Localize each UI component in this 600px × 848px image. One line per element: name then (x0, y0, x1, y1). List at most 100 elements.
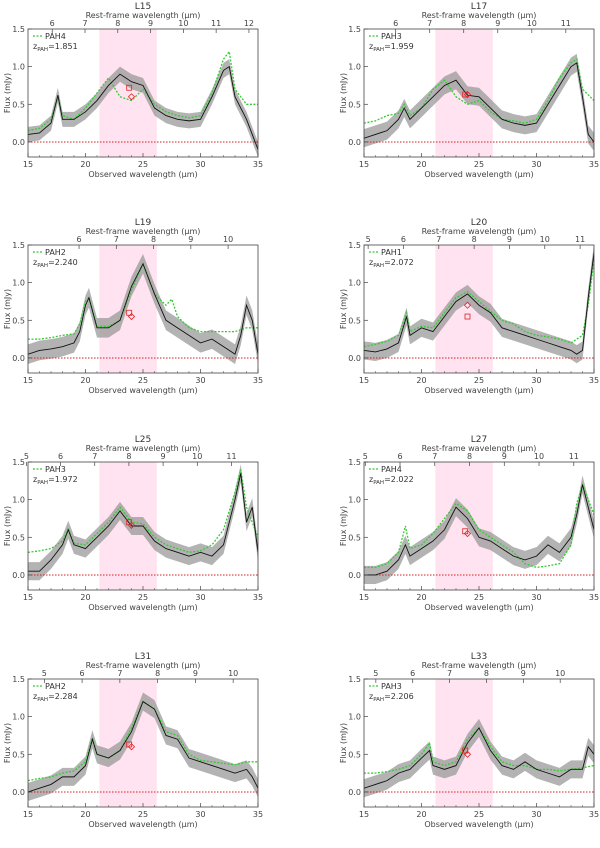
y-tick-label: 0.0 (348, 138, 361, 147)
legend-z-value: =2.240 (48, 258, 78, 267)
x-tick-label: 30 (195, 810, 205, 819)
y-tick-label: 1.0 (12, 63, 25, 72)
series-template-line (28, 700, 258, 782)
x-tick-label: 30 (195, 160, 205, 169)
y-axis-label: Flux (mJy) (3, 289, 12, 329)
top-tick-label: 6 (397, 452, 402, 461)
top-tick-label: 5 (366, 235, 371, 244)
y-tick-label: 0.5 (12, 316, 25, 325)
top-axis-label: Rest-frame wavelength (μm) (86, 444, 201, 453)
top-tick-label: 9 (193, 669, 198, 678)
marker-square (126, 84, 133, 91)
y-tick-label: 0.5 (348, 533, 361, 542)
series-template-line (28, 262, 258, 340)
y-tick-label: 1.5 (348, 241, 361, 250)
legend-z-symbol: z (369, 475, 373, 484)
top-tick-label: 6 (80, 669, 85, 678)
x-tick-label: 25 (138, 593, 148, 602)
top-tick-label: 10 (534, 452, 544, 461)
error-band (364, 718, 594, 798)
top-tick-label: 9 (148, 19, 153, 28)
x-tick-label: 15 (23, 810, 33, 819)
top-tick-label: 9 (521, 669, 526, 678)
top-tick-label: 7 (92, 452, 97, 461)
y-tick-label: 1.5 (12, 25, 25, 34)
legend-template-label: PAH4 (381, 465, 402, 474)
x-tick-label: 25 (474, 160, 484, 169)
top-axis-label: Rest-frame wavelength (μm) (86, 11, 201, 20)
legend-template-label: PAH2 (45, 682, 66, 691)
legend-z-value: =2.206 (384, 692, 414, 701)
top-tick-label: 6 (401, 235, 406, 244)
top-tick-label: 8 (155, 669, 160, 678)
top-tick-label: 5 (42, 669, 47, 678)
y-tick-label: 1.5 (12, 458, 25, 467)
legend-redshift: zPAH=2.206 (369, 692, 414, 703)
y-tick-label: 0.5 (12, 750, 25, 759)
series-observed-line (28, 262, 258, 355)
y-tick-label: 1.5 (348, 675, 361, 684)
top-tick-label: 5 (363, 452, 368, 461)
series-template-line (28, 469, 258, 554)
legend-z-value: =2.284 (48, 692, 78, 701)
top-tick-label: 7 (114, 235, 119, 244)
y-tick-label: 0.0 (348, 571, 361, 580)
top-tick-label: 12 (244, 19, 254, 28)
series-template-line (364, 58, 594, 124)
x-tick-label: 35 (589, 593, 599, 602)
error-band (28, 692, 258, 801)
legend-template-label: PAH3 (381, 682, 402, 691)
x-axis-label: Observed wavelength (μm) (424, 170, 533, 179)
x-tick-label: 25 (138, 810, 148, 819)
x-tick-label: 30 (531, 160, 541, 169)
plot-area (364, 679, 594, 807)
top-tick-label: 10 (192, 452, 202, 461)
marker-square (462, 91, 469, 98)
x-tick-label: 15 (23, 160, 33, 169)
legend-z-subscript: PAH (37, 697, 48, 703)
legend-z-value: =2.072 (384, 258, 414, 267)
x-axis-label: Observed wavelength (μm) (424, 386, 533, 395)
top-tick-label: 10 (228, 669, 238, 678)
x-tick-label: 20 (80, 160, 90, 169)
top-tick-label: 6 (50, 19, 55, 28)
legend-redshift: zPAH=2.022 (369, 475, 414, 486)
top-tick-label: 9 (161, 452, 166, 461)
y-tick-label: 1.0 (348, 713, 361, 722)
x-tick-label: 20 (416, 593, 426, 602)
marker-square (464, 313, 471, 320)
panel-title: L19 (135, 218, 152, 228)
panel-title: L27 (471, 435, 487, 445)
top-tick-label: 8 (151, 235, 156, 244)
top-tick-label: 10 (540, 235, 550, 244)
top-tick-label: 6 (410, 669, 415, 678)
panel-l27: 15 20 25 30 35 0.0 0.5 1.0 1.55 6 7 8 9 10 11 L27Rest-f… (339, 435, 599, 612)
legend-z-symbol: z (33, 258, 37, 267)
x-tick-label: 20 (80, 376, 90, 385)
top-tick-label: 9 (502, 452, 507, 461)
panel-title: L25 (135, 435, 151, 445)
x-axis-label: Observed wavelength (μm) (424, 820, 533, 829)
top-tick-label: 7 (432, 452, 437, 461)
top-tick-label: 7 (447, 669, 452, 678)
x-tick-label: 30 (195, 593, 205, 602)
top-axis-label: Rest-frame wavelength (μm) (86, 227, 201, 236)
top-tick-label: 7 (82, 19, 87, 28)
top-tick-label: 10 (555, 669, 565, 678)
legend-z-value: =1.851 (48, 42, 78, 51)
x-tick-label: 25 (138, 376, 148, 385)
error-band (28, 59, 258, 157)
x-tick-label: 30 (531, 376, 541, 385)
x-tick-label: 30 (531, 593, 541, 602)
y-tick-label: 0.5 (12, 100, 25, 109)
top-axis-label: Rest-frame wavelength (μm) (422, 11, 537, 20)
panel-title: L15 (135, 2, 151, 12)
top-axis-label: Rest-frame wavelength (μm) (422, 661, 537, 670)
marker-diamond (463, 529, 472, 538)
legend-z-symbol: z (369, 42, 373, 51)
marker-diamond (127, 743, 136, 751)
x-tick-label: 35 (589, 376, 599, 385)
legend-z-subscript: PAH (373, 480, 384, 486)
y-axis-label: Flux (mJy) (339, 289, 348, 329)
legend-z-subscript: PAH (37, 47, 48, 53)
